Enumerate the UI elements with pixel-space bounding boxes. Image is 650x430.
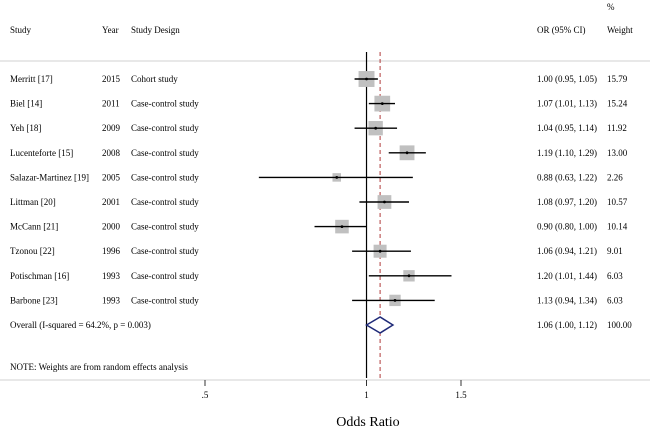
study-label: Biel [14] bbox=[10, 99, 42, 109]
study-design: Case-control study bbox=[131, 172, 199, 182]
study-or-ci: 1.07 (1.01, 1.13) bbox=[537, 99, 597, 109]
point-estimate bbox=[407, 274, 411, 278]
study-design: Cohort study bbox=[131, 74, 178, 84]
study-design: Case-control study bbox=[131, 197, 199, 207]
study-design: Case-control study bbox=[131, 222, 199, 232]
point-estimate bbox=[340, 225, 344, 229]
point-estimate bbox=[405, 151, 409, 155]
study-design: Case-control study bbox=[131, 99, 199, 109]
study-or-ci: 1.19 (1.10, 1.29) bbox=[537, 148, 597, 158]
study-weight: 10.57 bbox=[607, 197, 628, 207]
overall-diamond bbox=[365, 316, 395, 334]
study-or-ci: 1.00 (0.95, 1.05) bbox=[537, 74, 597, 84]
study-year: 2005 bbox=[102, 172, 121, 182]
header-study: Study bbox=[10, 25, 32, 35]
header-year: Year bbox=[102, 25, 119, 35]
x-tick-label: .5 bbox=[202, 390, 209, 400]
study-or-ci: 1.20 (1.01, 1.44) bbox=[537, 271, 597, 281]
study-design: Case-control study bbox=[131, 148, 199, 158]
study-design: Case-control study bbox=[131, 271, 199, 281]
study-weight: 13.00 bbox=[607, 148, 628, 158]
x-tick-label: 1 bbox=[364, 390, 369, 400]
study-or-ci: 0.90 (0.80, 1.00) bbox=[537, 222, 597, 232]
weights-note: NOTE: Weights are from random effects an… bbox=[10, 362, 188, 372]
study-design: Case-control study bbox=[131, 295, 199, 305]
x-tick-label: 1.5 bbox=[455, 390, 467, 400]
study-year: 2000 bbox=[102, 222, 121, 232]
study-year: 2001 bbox=[102, 197, 120, 207]
study-weight: 2.26 bbox=[607, 172, 623, 182]
point-estimate bbox=[335, 176, 339, 179]
study-weight: 9.01 bbox=[607, 246, 623, 256]
study-label: Lucenteforte [15] bbox=[10, 148, 73, 158]
header-or: OR (95% CI) bbox=[537, 25, 586, 35]
study-or-ci: 1.06 (0.94, 1.21) bbox=[537, 246, 597, 256]
point-estimate bbox=[365, 77, 368, 81]
study-design: Case-control study bbox=[131, 123, 199, 133]
header-weight: Weight bbox=[607, 25, 633, 35]
study-label: Potischman [16] bbox=[10, 271, 69, 281]
x-axis-label: Odds Ratio bbox=[336, 415, 399, 430]
study-year: 1996 bbox=[102, 246, 121, 256]
study-year: 2015 bbox=[102, 74, 121, 84]
study-label: McCann [21] bbox=[10, 222, 58, 232]
study-weight: 11.92 bbox=[607, 123, 627, 133]
study-label: Barbone [23] bbox=[10, 295, 58, 305]
point-estimate bbox=[383, 200, 386, 204]
study-year: 2009 bbox=[102, 123, 121, 133]
point-estimate bbox=[393, 299, 397, 302]
study-weight: 6.03 bbox=[607, 295, 623, 305]
header-weight-percent: % bbox=[607, 2, 615, 12]
study-label: Littman [20] bbox=[10, 197, 56, 207]
point-estimate bbox=[378, 249, 382, 253]
point-estimate bbox=[374, 126, 378, 130]
study-or-ci: 0.88 (0.63, 1.22) bbox=[537, 172, 597, 182]
study-label: Yeh [18] bbox=[10, 123, 41, 133]
study-or-ci: 1.08 (0.97, 1.20) bbox=[537, 197, 597, 207]
study-year: 2011 bbox=[102, 99, 120, 109]
point-estimate bbox=[380, 102, 384, 105]
study-label: Salazar-Martinez [19] bbox=[10, 172, 89, 182]
study-weight: 6.03 bbox=[607, 271, 623, 281]
study-year: 2008 bbox=[102, 148, 121, 158]
study-year: 1993 bbox=[102, 271, 121, 281]
overall-label: Overall (I-squared = 64.2%, p = 0.003) bbox=[10, 320, 151, 330]
study-design: Case-control study bbox=[131, 246, 199, 256]
study-weight: 15.79 bbox=[607, 74, 628, 84]
study-weight: 10.14 bbox=[607, 222, 628, 232]
overall-weight: 100.00 bbox=[607, 320, 632, 330]
study-label: Merritt [17] bbox=[10, 74, 53, 84]
study-weight: 15.24 bbox=[607, 99, 628, 109]
study-label: Tzonou [22] bbox=[10, 246, 55, 256]
study-year: 1993 bbox=[102, 295, 121, 305]
overall-or-ci: 1.06 (1.00, 1.12) bbox=[537, 320, 597, 330]
study-or-ci: 1.04 (0.95, 1.14) bbox=[537, 123, 597, 133]
study-or-ci: 1.13 (0.94, 1.34) bbox=[537, 295, 597, 305]
header-design: Study Design bbox=[131, 25, 180, 35]
